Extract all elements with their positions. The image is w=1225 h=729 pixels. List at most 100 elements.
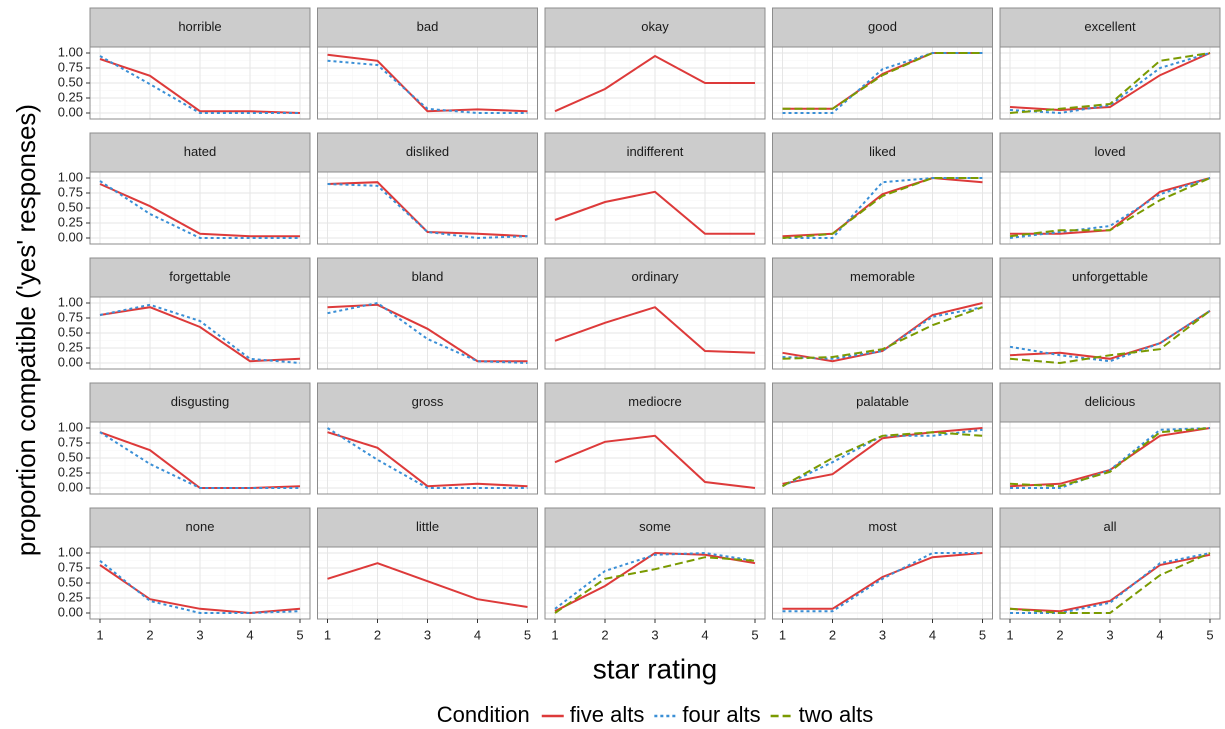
y-tick-label: 0.25 <box>58 464 83 479</box>
x-axis-label: star rating <box>593 653 718 684</box>
y-tick-label: 0.75 <box>58 184 83 199</box>
line-series <box>327 59 528 114</box>
panel-border <box>772 421 993 495</box>
facet: forgettable 0.000.250.500.751.00 <box>58 257 311 370</box>
strip-label: bland <box>412 269 444 284</box>
strip-label: gross <box>412 394 444 409</box>
line-series <box>1009 52 1211 114</box>
x-tick-label: 2 <box>374 627 381 642</box>
facet: unforgettable <box>999 257 1221 370</box>
strip <box>544 507 766 548</box>
legend-label: four alts <box>682 702 760 727</box>
line-series <box>99 58 301 114</box>
strip-label: disliked <box>406 144 449 159</box>
strip-label: disgusting <box>171 394 230 409</box>
strip-label: little <box>416 519 439 534</box>
strip <box>317 7 538 48</box>
strip <box>999 7 1221 48</box>
facet: horrible 0.000.250.500.751.00 <box>58 7 311 120</box>
facet: disliked <box>317 132 538 245</box>
strip-label: ordinary <box>632 269 679 284</box>
line-series <box>99 431 300 489</box>
facet: none 0.000.250.500.751.00 1 2 3 4 5 <box>58 507 311 642</box>
line-series <box>782 428 983 488</box>
x-tick-label: 4 <box>929 627 936 642</box>
x-tick-label: 3 <box>424 627 431 642</box>
facet: most 1 2 3 4 5 <box>772 507 993 642</box>
x-tick-label: 2 <box>601 627 608 642</box>
facet: loved <box>999 132 1221 245</box>
line-series <box>554 190 755 235</box>
line-series <box>554 551 756 610</box>
line-series <box>1009 427 1211 488</box>
facet: gross <box>317 382 538 495</box>
strip-label: mediocre <box>628 394 681 409</box>
x-tick-label: 2 <box>1056 627 1063 642</box>
strip <box>89 7 311 48</box>
strip <box>544 382 766 423</box>
line-series <box>327 303 528 363</box>
x-tick-label: 1 <box>779 627 786 642</box>
x-tick-label: 2 <box>146 627 153 642</box>
x-tick-label: 3 <box>1106 627 1113 642</box>
strip <box>772 382 993 423</box>
strip-label: unforgettable <box>1072 269 1148 284</box>
strip <box>89 507 311 548</box>
line-series <box>554 551 756 613</box>
line-series <box>782 552 983 610</box>
facet: memorable <box>772 257 993 370</box>
strip <box>317 382 538 423</box>
panel-border <box>544 296 766 370</box>
line-series <box>99 183 300 238</box>
x-tick-label: 1 <box>1006 627 1013 642</box>
y-tick-label: 0.00 <box>58 604 83 619</box>
panel-border <box>772 296 993 370</box>
strip-label: all <box>1103 519 1116 534</box>
y-tick-label: 1.00 <box>58 169 83 184</box>
y-tick-label: 0.75 <box>58 59 83 74</box>
line-series <box>327 181 528 238</box>
x-tick-label: 4 <box>474 627 481 642</box>
y-tick-label: 0.00 <box>58 354 83 369</box>
line-series <box>1009 177 1211 238</box>
y-tick-label: 0.75 <box>58 309 83 324</box>
line-series <box>782 52 983 110</box>
strip <box>317 132 538 173</box>
strip-label: indifferent <box>627 144 684 159</box>
panel-border <box>999 421 1221 495</box>
line-series <box>782 177 983 239</box>
strip <box>999 507 1221 548</box>
panel-border <box>317 296 538 370</box>
line-series <box>1009 552 1211 614</box>
panel-border <box>317 171 538 245</box>
facet: bad <box>317 7 538 120</box>
legend-label: two alts <box>799 702 874 727</box>
line-series <box>327 53 528 113</box>
panel-border <box>999 46 1221 120</box>
line-series <box>1010 427 1211 489</box>
strip-label: hated <box>184 144 217 159</box>
line-series <box>1010 552 1211 614</box>
panel-border <box>999 171 1221 245</box>
panel-border <box>317 46 538 120</box>
x-tick-label: 5 <box>751 627 758 642</box>
panel-border <box>544 421 766 495</box>
strip-label: loved <box>1094 144 1125 159</box>
strip <box>317 507 538 548</box>
line-series <box>782 52 983 114</box>
x-tick-label: 1 <box>551 627 558 642</box>
strip-label: delicious <box>1085 394 1136 409</box>
y-tick-label: 1.00 <box>58 419 83 434</box>
legend-title: Condition <box>437 702 530 727</box>
line-series <box>99 560 301 614</box>
line-series <box>326 427 528 489</box>
y-tick-label: 0.50 <box>58 574 83 589</box>
strip <box>544 132 766 173</box>
line-series <box>99 303 301 364</box>
strip <box>89 382 311 423</box>
x-tick-label: 5 <box>1206 627 1213 642</box>
line-series <box>782 176 983 238</box>
line-series <box>1009 310 1211 365</box>
panel-border <box>999 296 1221 370</box>
facet: mediocre <box>544 382 766 495</box>
